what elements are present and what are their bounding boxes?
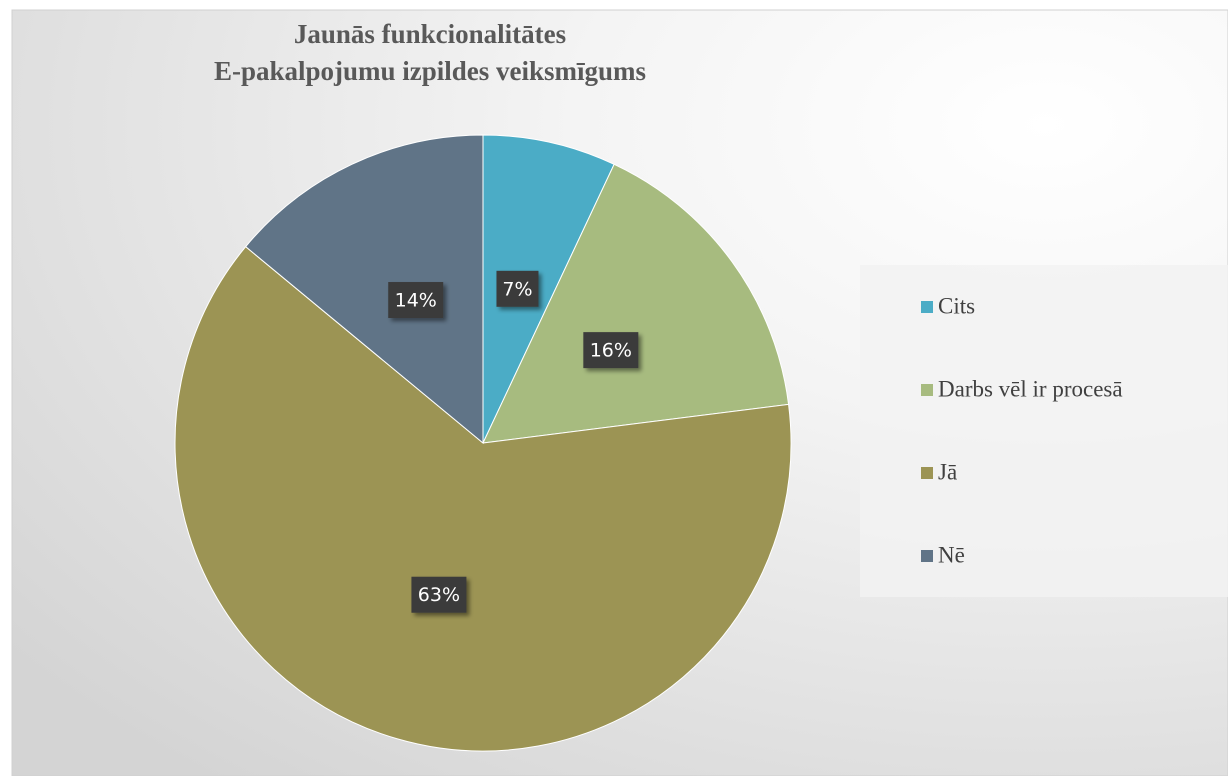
data-label: 16% [590,340,632,362]
pie-slice [482,163,790,444]
data-label-box [496,270,539,307]
pie [174,134,792,752]
legend-label: Jā [938,459,957,484]
chart-title: Jaunās funkcionalitātes [294,19,566,49]
pie-slice [482,134,615,444]
chart-subtitle: E-pakalpojumu izpildes veiksmīgums [214,56,646,86]
pie-slice [174,245,792,752]
data-label-box [388,282,444,319]
pie-slice [244,134,484,445]
legend-label: Cits [938,293,975,318]
data-label: 14% [395,290,437,312]
data-label: 7% [502,278,532,300]
legend-label: Darbs vēl ir procesā [938,376,1123,401]
data-label-box [411,576,467,613]
legend-swatch [921,467,933,479]
data-labels: 7% 16% 63% 14% [388,270,639,613]
legend-swatch [921,301,933,313]
legend-swatch [921,384,933,396]
data-label-box [583,332,639,369]
legend-swatch [921,550,933,562]
legend-label: Nē [938,542,965,567]
legend-box [860,265,1228,597]
data-label: 63% [418,584,460,606]
